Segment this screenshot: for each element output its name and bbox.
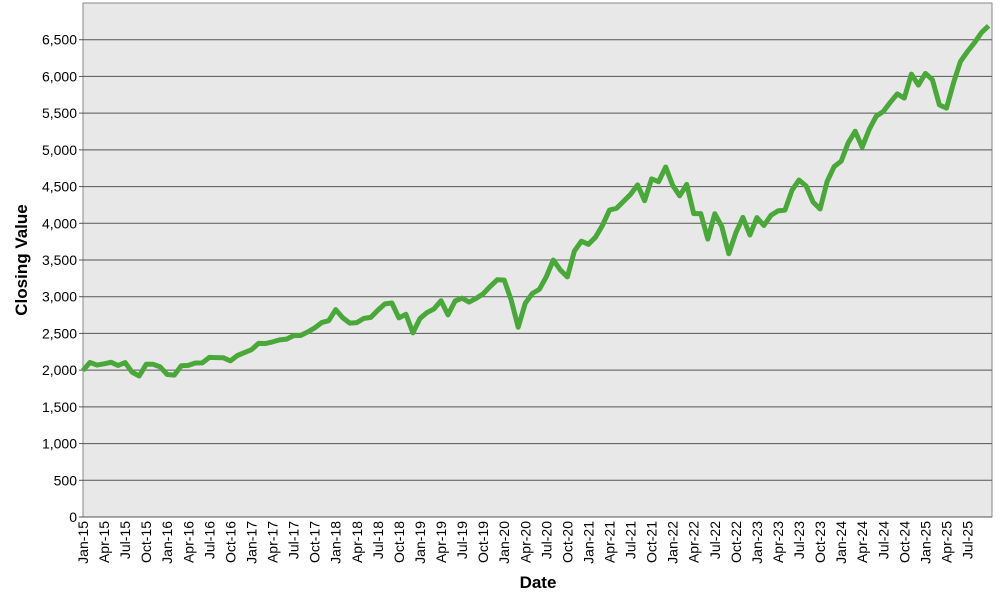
x-tick-label: Jan-15	[75, 521, 91, 564]
x-tick-label: Jul-18	[370, 521, 386, 559]
x-tick-label: Jan-25	[917, 521, 933, 564]
x-tick-label: Oct-16	[222, 521, 238, 563]
y-tick-label: 5,500	[42, 105, 77, 121]
x-tick-label: Jul-16	[201, 521, 217, 559]
x-tick-label: Apr-22	[686, 521, 702, 563]
y-tick-label: 1,500	[42, 399, 77, 415]
x-tick-label: Jan-17	[243, 521, 259, 564]
y-tick-label: 2,500	[42, 325, 77, 341]
x-tick-label: Apr-24	[854, 521, 870, 563]
x-tick-label: Apr-17	[265, 521, 281, 563]
x-tick-label: Jul-17	[286, 521, 302, 559]
x-tick-label: Oct-18	[391, 521, 407, 563]
x-tick-label: Oct-21	[644, 521, 660, 563]
x-tick-label: Jan-22	[665, 521, 681, 564]
y-tick-label: 3,500	[42, 252, 77, 268]
x-tick-label: Oct-19	[475, 521, 491, 563]
x-tick-label: Jan-18	[328, 521, 344, 564]
x-tick-label: Jan-19	[412, 521, 428, 564]
x-tick-label: Jan-23	[749, 521, 765, 564]
x-tick-label: Apr-21	[602, 521, 618, 563]
x-tick-label: Jan-24	[833, 521, 849, 564]
x-tick-label: Jul-20	[538, 521, 554, 559]
x-tick-label: Apr-25	[938, 521, 954, 563]
x-tick-label: Jul-25	[960, 521, 976, 559]
x-tick-label: Jul-24	[875, 521, 891, 559]
x-tick-label: Oct-22	[728, 521, 744, 563]
x-tick-label: Jul-22	[707, 521, 723, 559]
y-tick-label: 0	[69, 509, 77, 525]
x-tick-label: Oct-17	[307, 521, 323, 563]
y-tick-label: 1,000	[42, 436, 77, 452]
y-tick-label: 2,000	[42, 362, 77, 378]
price-line	[81, 23, 991, 379]
x-tick-label: Jan-20	[496, 521, 512, 564]
x-tick-label: Oct-15	[138, 521, 154, 563]
x-tick-label: Jul-15	[117, 521, 133, 559]
x-tick-label: Oct-20	[559, 521, 575, 563]
y-tick-label: 3,000	[42, 289, 77, 305]
x-tick-label: Jan-21	[580, 521, 596, 564]
y-tick-label: 5,000	[42, 142, 77, 158]
x-tick-label: Jan-16	[159, 521, 175, 564]
x-tick-label: Jul-21	[623, 521, 639, 559]
y-tick-label: 6,000	[42, 68, 77, 84]
x-tick-label: Apr-20	[517, 521, 533, 563]
x-tick-label: Apr-23	[770, 521, 786, 563]
x-tick-label: Apr-18	[349, 521, 365, 563]
x-tick-label: Oct-23	[812, 521, 828, 563]
y-tick-label: 500	[54, 472, 78, 488]
x-tick-label: Oct-24	[896, 521, 912, 563]
y-tick-label: 4,500	[42, 179, 77, 195]
y-axis-title: Closing Value	[12, 204, 31, 315]
x-tick-label: Jul-19	[454, 521, 470, 559]
y-tick-label: 4,000	[42, 215, 77, 231]
x-axis-title: Date	[520, 573, 557, 592]
x-tick-label: Apr-16	[180, 521, 196, 563]
x-tick-label: Apr-19	[433, 521, 449, 563]
x-tick-label: Jul-23	[791, 521, 807, 559]
y-tick-label: 6,500	[42, 32, 77, 48]
x-tick-label: Apr-15	[96, 521, 112, 563]
